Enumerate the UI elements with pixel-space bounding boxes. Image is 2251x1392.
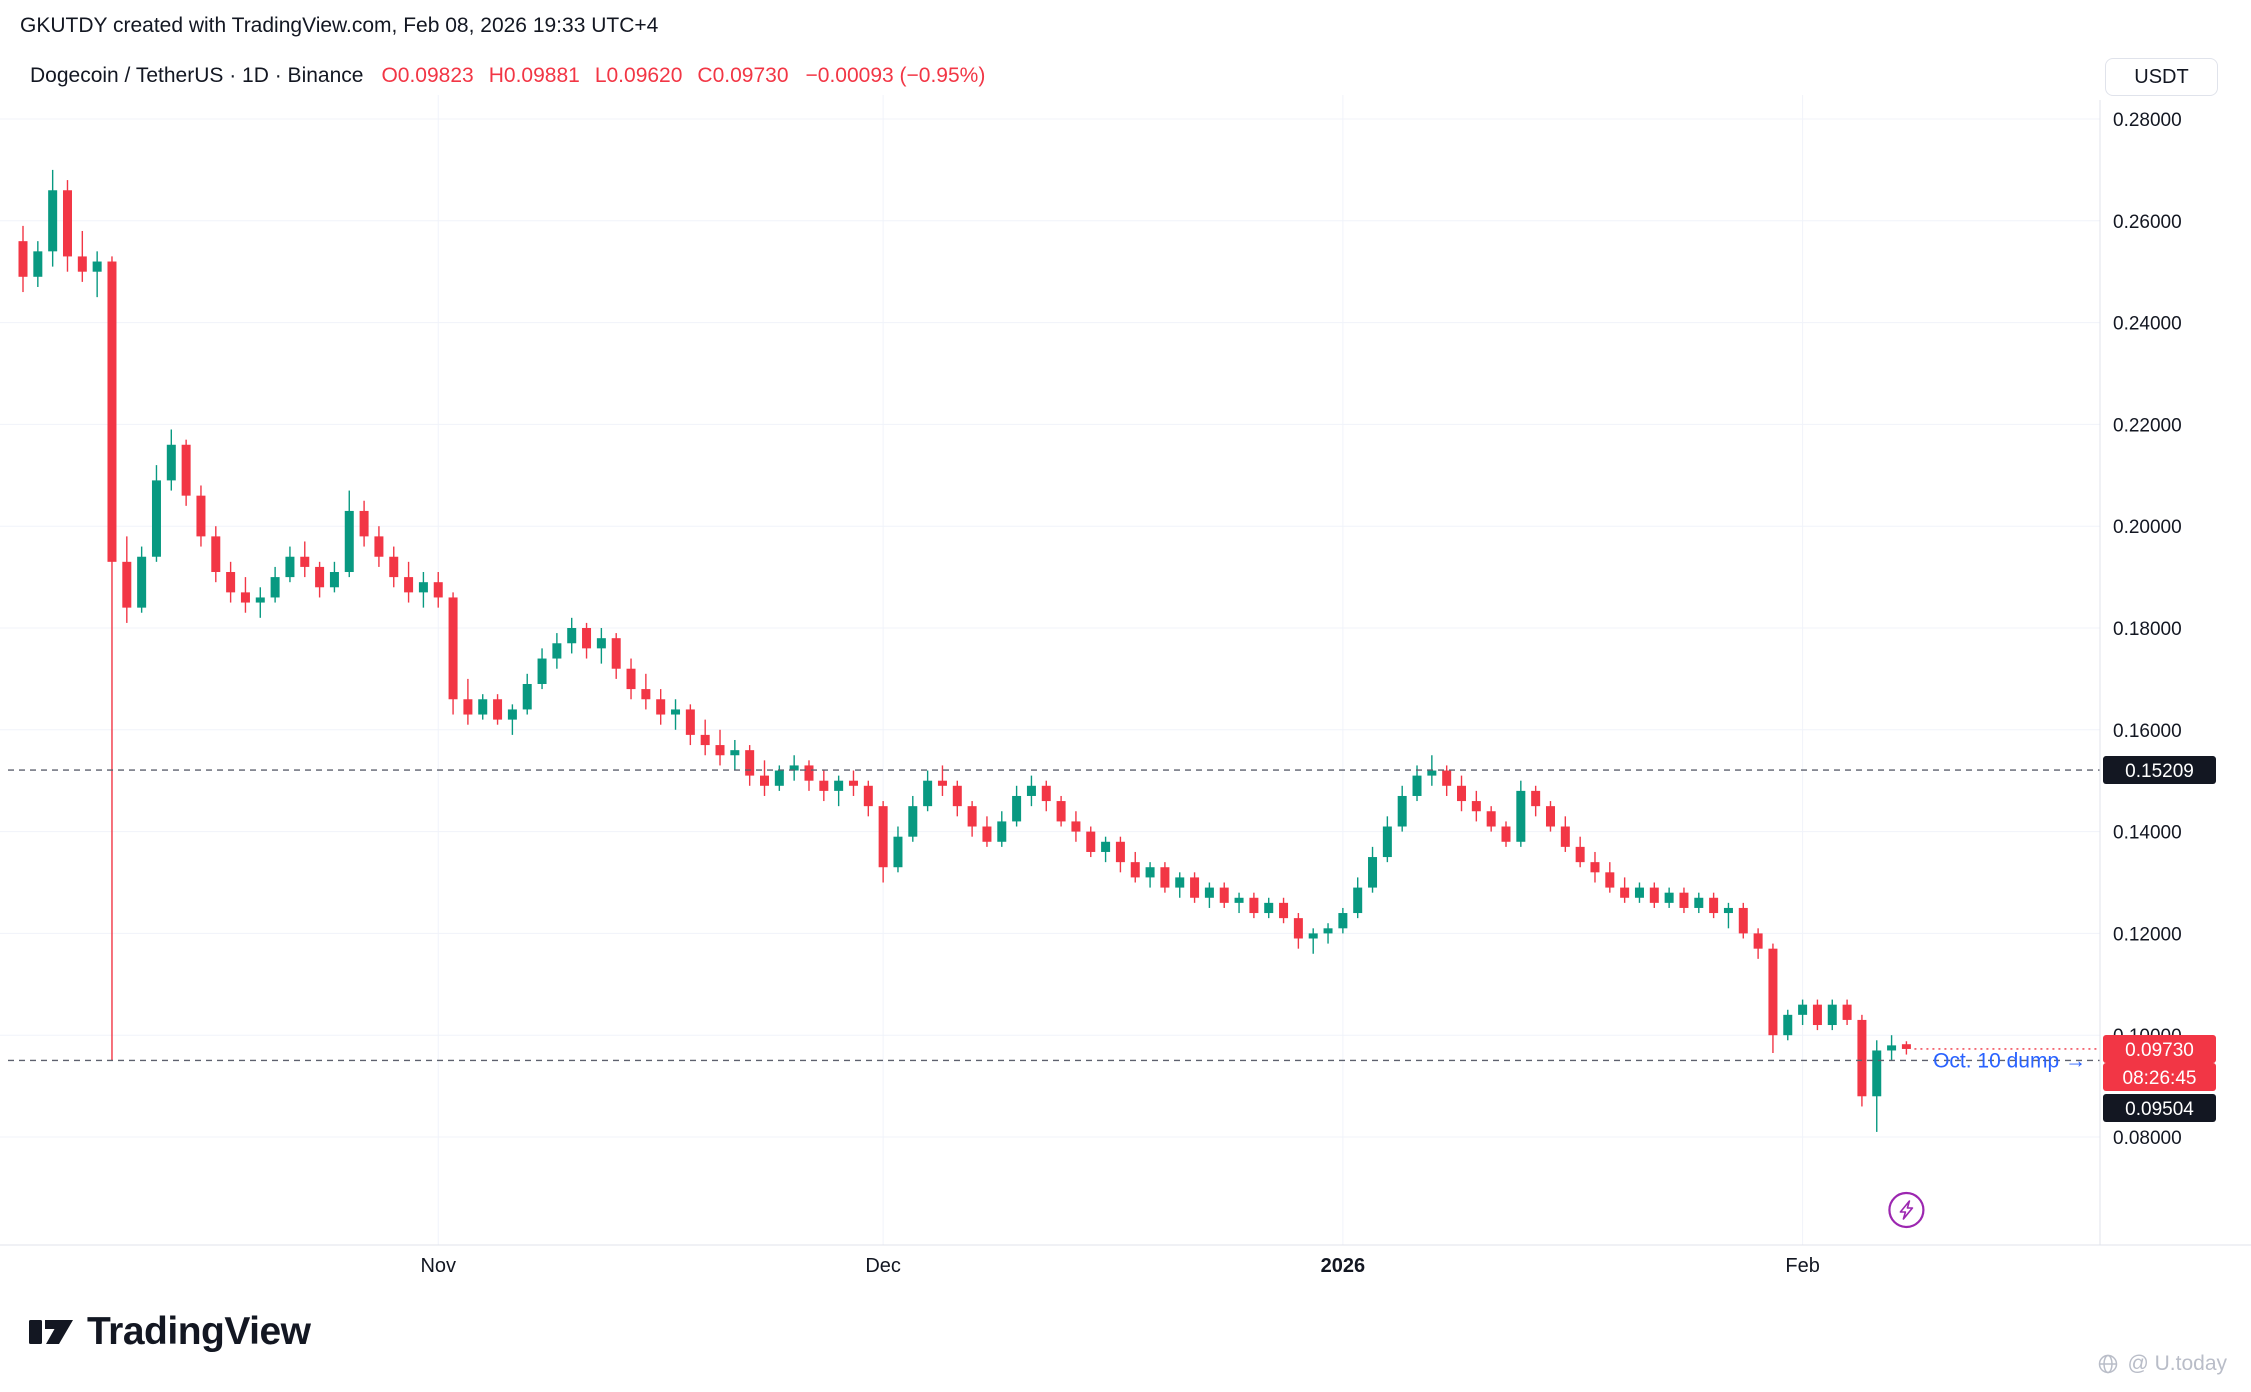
price-tick-label: 0.28000 <box>2113 110 2182 131</box>
time-tick-label: Nov <box>420 1255 456 1277</box>
tradingview-logo[interactable]: TradingView <box>28 1310 311 1354</box>
ohlc-high: H0.09881 <box>489 64 580 88</box>
oct-10-dump-annotation[interactable]: Oct. 10 dump → <box>1933 1049 2086 1072</box>
support-price-badge-text: 0.09504 <box>2125 1099 2194 1120</box>
high-label: H <box>488 64 504 87</box>
price-tick-label: 0.24000 <box>2113 314 2182 335</box>
price-tick-label: 0.12000 <box>2113 924 2182 945</box>
currency-toggle-button[interactable]: USDT <box>2105 58 2218 96</box>
time-tick-label: Dec <box>865 1255 901 1277</box>
price-tick-label: 0.08000 <box>2113 1128 2182 1149</box>
price-tick-label: 0.26000 <box>2113 212 2182 233</box>
ohlc-low: L0.09620 <box>595 64 683 88</box>
low-value: 0.09620 <box>606 64 683 87</box>
high-value: 0.09881 <box>503 64 580 87</box>
attribution-text: GKUTDY created with TradingView.com, Feb… <box>20 14 659 37</box>
bar-countdown-badge <box>2103 1062 2216 1091</box>
low-label: L <box>594 64 607 87</box>
candles-layer <box>18 169 1911 1132</box>
time-tick-label: 2026 <box>1321 1255 1366 1277</box>
symbol-title[interactable]: Dogecoin / TetherUS · 1D · Binance <box>30 64 364 87</box>
close-value: 0.09730 <box>712 64 789 87</box>
resistance-price-badge-text: 0.15209 <box>2125 761 2194 782</box>
time-tick-label: Feb <box>1785 1255 1819 1277</box>
resistance-price-badge <box>2103 756 2216 785</box>
close-label: C <box>697 64 713 87</box>
tradingview-logo-text: TradingView <box>87 1310 311 1353</box>
axis-layer: 0.28000 0.26000 0.24000 0.22000 0.20000 0.180… <box>0 100 2251 1277</box>
grid-layer <box>0 95 2100 1245</box>
open-value: 0.09823 <box>397 64 474 87</box>
price-tick-label: 0.16000 <box>2113 721 2182 742</box>
levels-layer: Oct. 10 dump → <box>8 769 2100 1072</box>
last-price-badge-text: 0.09730 <box>2125 1040 2194 1061</box>
open-label: O <box>381 64 398 87</box>
price-tick-label: 0.20000 <box>2113 517 2182 538</box>
tradingview-logo-icon <box>29 1320 73 1344</box>
watermark-text: @ U.today <box>2127 1352 2227 1375</box>
symbol-legend[interactable]: Dogecoin / TetherUS · 1D · Binance O0.09… <box>30 64 985 88</box>
ohlc-close: C0.09730 <box>697 64 788 88</box>
source-watermark: @ U.today <box>2097 1352 2227 1376</box>
price-tick-label: 0.18000 <box>2113 619 2182 640</box>
ohlc-open: O0.09823 <box>381 64 473 88</box>
price-tick-label: 0.22000 <box>2113 415 2182 436</box>
last-price-badge <box>2103 1034 2216 1063</box>
support-price-badge <box>2103 1094 2216 1122</box>
price-tick-label: 0.14000 <box>2113 823 2182 844</box>
globe-icon <box>2099 1354 2118 1374</box>
lightning-event-icon[interactable] <box>1888 1191 1925 1229</box>
change-value: −0.00093 (−0.95%) <box>805 64 986 87</box>
bar-countdown-badge-text: 08:26:45 <box>2123 1068 2197 1089</box>
